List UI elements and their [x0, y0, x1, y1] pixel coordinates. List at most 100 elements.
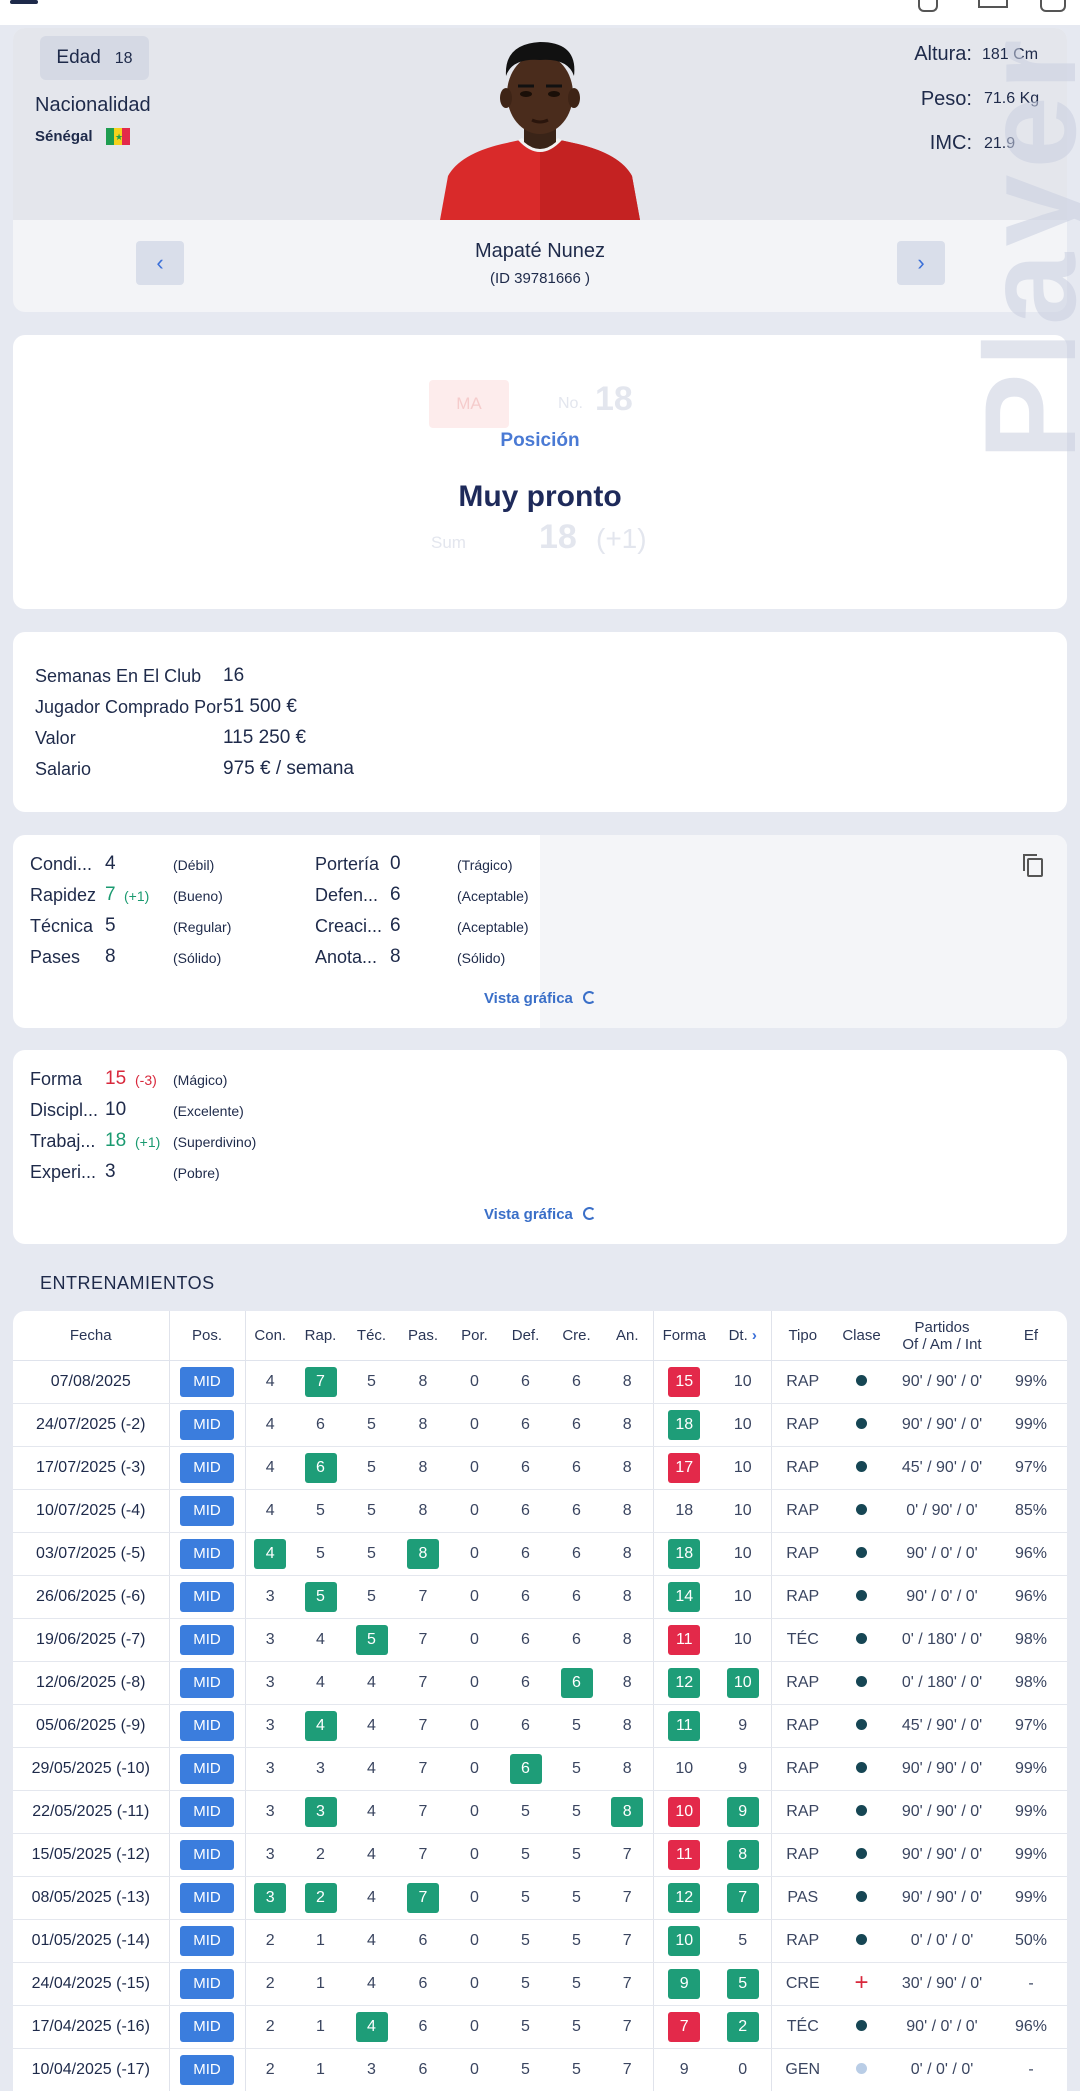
col-por[interactable]: Por.	[449, 1311, 500, 1361]
row-con: 3	[245, 1619, 295, 1662]
col-dt[interactable]: Dt. ›	[715, 1311, 771, 1361]
row-clase	[834, 2006, 889, 2049]
row-dt-cell: 7	[715, 1877, 771, 1920]
row-position-cell: MID	[169, 1662, 245, 1705]
attribute-delta: (+1)	[135, 1134, 160, 1150]
ghost-sum-delta: (+1)	[596, 523, 647, 555]
col-pas[interactable]: Pas.	[397, 1311, 449, 1361]
highlight-forma: 14	[668, 1582, 700, 1612]
col-an[interactable]: An.	[602, 1311, 653, 1361]
position-badge[interactable]: MID	[180, 1410, 234, 1440]
attribute-delta: (-3)	[135, 1072, 157, 1088]
row-forma-cell: 12	[653, 1662, 715, 1705]
skill-delta: (+1)	[124, 888, 149, 904]
skill-value: 6	[390, 884, 401, 906]
position-badge[interactable]: MID	[180, 1883, 234, 1913]
class-dot-icon	[856, 1676, 867, 1687]
position-badge[interactable]: MID	[180, 1969, 234, 1999]
row-dt: 10	[715, 1404, 771, 1447]
position-label: Posición	[13, 430, 1067, 452]
col-clase[interactable]: Clase	[834, 1311, 889, 1361]
row-date: 08/05/2025 (-13)	[13, 1877, 169, 1920]
col-tipo[interactable]: Tipo	[771, 1311, 834, 1361]
row-partidos: 0' / 0' / 0'	[889, 1920, 995, 1963]
col-ef[interactable]: Ef	[995, 1311, 1067, 1361]
row-ef: 99%	[995, 1361, 1067, 1404]
row-rap: 5	[295, 1490, 346, 1533]
copy-icon[interactable]	[1027, 858, 1043, 877]
ghost-sum-label: Sum	[431, 533, 466, 553]
ghost-position-badge: MA	[429, 380, 509, 428]
position-badge[interactable]: MID	[180, 1539, 234, 1569]
row-pas: 7	[397, 1834, 449, 1877]
row-pas: 7	[397, 1705, 449, 1748]
row-partidos: 90' / 90' / 0'	[889, 1748, 995, 1791]
col-con[interactable]: Con.	[245, 1311, 295, 1361]
col-fecha[interactable]: Fecha	[13, 1311, 169, 1361]
next-player-button[interactable]: ›	[897, 241, 945, 285]
row-an: 8	[602, 1705, 653, 1748]
row-rap-cell: 6	[295, 1447, 346, 1490]
row-tipo: PAS	[771, 1877, 834, 1920]
position-badge[interactable]: MID	[180, 1711, 234, 1741]
row-an: 8	[602, 1662, 653, 1705]
row-cre: 6	[551, 1447, 602, 1490]
highlight-forma: 12	[668, 1883, 700, 1913]
class-dot-icon	[856, 2020, 867, 2031]
class-dot-icon	[856, 1934, 867, 1945]
col-rap[interactable]: Rap.	[295, 1311, 346, 1361]
position-value: Muy pronto	[13, 480, 1067, 514]
position-badge[interactable]: MID	[180, 2055, 234, 2085]
col-cre[interactable]: Cre.	[551, 1311, 602, 1361]
attribute-name: Trabaj...	[30, 1131, 95, 1152]
position-badge[interactable]: MID	[180, 1926, 234, 1956]
row-cre: 5	[551, 1963, 602, 2006]
position-badge[interactable]: MID	[180, 1367, 234, 1397]
class-dot-icon	[856, 1891, 867, 1902]
bell-icon[interactable]	[918, 0, 938, 12]
row-def: 6	[500, 1619, 551, 1662]
row-con: 3	[245, 1662, 295, 1705]
row-tec: 5	[346, 1447, 397, 1490]
position-badge[interactable]: MID	[180, 1582, 234, 1612]
col-forma[interactable]: Forma	[653, 1311, 715, 1361]
skill-name: Pases	[30, 947, 80, 968]
position-badge[interactable]: MID	[180, 1496, 234, 1526]
row-pas: 7	[397, 1619, 449, 1662]
position-badge[interactable]: MID	[180, 2012, 234, 2042]
col-tec[interactable]: Téc.	[346, 1311, 397, 1361]
row-partidos: 45' / 90' / 0'	[889, 1447, 995, 1490]
row-por: 0	[449, 1791, 500, 1834]
row-def: 5	[500, 1834, 551, 1877]
row-def: 5	[500, 1877, 551, 1920]
col-def[interactable]: Def.	[500, 1311, 551, 1361]
row-date: 03/07/2025 (-5)	[13, 1533, 169, 1576]
club-info-value: 115 250 €	[223, 727, 306, 749]
row-def: 6	[500, 1447, 551, 1490]
class-dot-icon	[856, 1547, 867, 1558]
graph-view-link[interactable]: Vista gráfica	[13, 1206, 1067, 1223]
position-badge[interactable]: MID	[180, 1840, 234, 1870]
chevron-right-icon[interactable]: ›	[752, 1327, 757, 1344]
row-rap-cell: 7	[295, 1361, 346, 1404]
position-badge[interactable]: MID	[180, 1754, 234, 1784]
position-badge[interactable]: MID	[180, 1668, 234, 1698]
highlight-forma: 9	[668, 1969, 700, 1999]
row-con-cell: 4	[245, 1533, 295, 1576]
row-con: 3	[245, 1834, 295, 1877]
graph-view-link[interactable]: Vista gráfica	[13, 990, 1067, 1007]
row-cre-cell: 6	[551, 1662, 602, 1705]
position-badge[interactable]: MID	[180, 1453, 234, 1483]
row-cre: 5	[551, 1748, 602, 1791]
position-badge[interactable]: MID	[180, 1797, 234, 1827]
attribute-value: 10	[105, 1099, 126, 1121]
col-pos[interactable]: Pos.	[169, 1311, 245, 1361]
position-badge[interactable]: MID	[180, 1625, 234, 1655]
row-tipo: RAP	[771, 1920, 834, 1963]
menu-icon[interactable]	[10, 0, 38, 4]
row-forma-cell: 11	[653, 1705, 715, 1748]
row-tec: 5	[346, 1576, 397, 1619]
highlight-rap: 3	[305, 1797, 337, 1827]
